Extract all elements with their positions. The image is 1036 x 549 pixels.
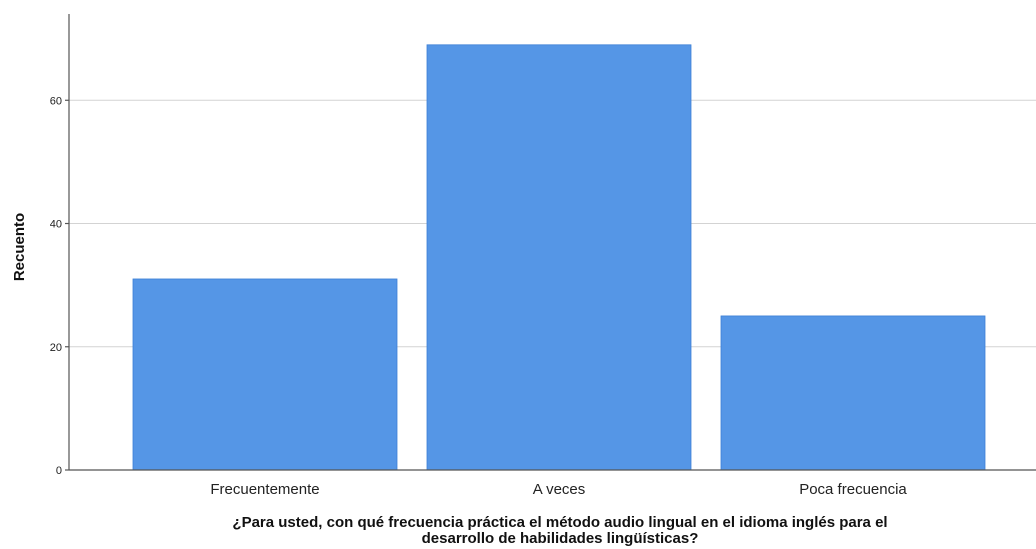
x-tick-label: Frecuentemente: [210, 481, 319, 498]
y-tick-label: 20: [50, 342, 62, 354]
x-axis-label-line-2: desarrollo de habilidades lingüísticas?: [422, 530, 699, 547]
x-axis-label-line-1: ¿Para usted, con qué frecuencia práctica…: [232, 514, 887, 531]
y-tick-label: 60: [50, 95, 62, 107]
bar-poca-frecuencia: [720, 315, 986, 471]
x-tick-label: A veces: [533, 481, 586, 498]
bars: [132, 44, 986, 471]
y-tick-labels: 0 20 40 60: [50, 95, 69, 477]
x-tick-label: Poca frecuencia: [799, 481, 907, 498]
x-tick-labels: Frecuentemente A veces Poca frecuencia: [210, 481, 907, 498]
y-tick-label: 40: [50, 219, 62, 231]
y-tick-label: 0: [56, 465, 62, 477]
y-axis-label: Recuento: [11, 213, 28, 281]
axes: [68, 14, 1036, 471]
bar-a-veces: [426, 44, 692, 471]
bar-frecuentemente: [132, 278, 398, 471]
